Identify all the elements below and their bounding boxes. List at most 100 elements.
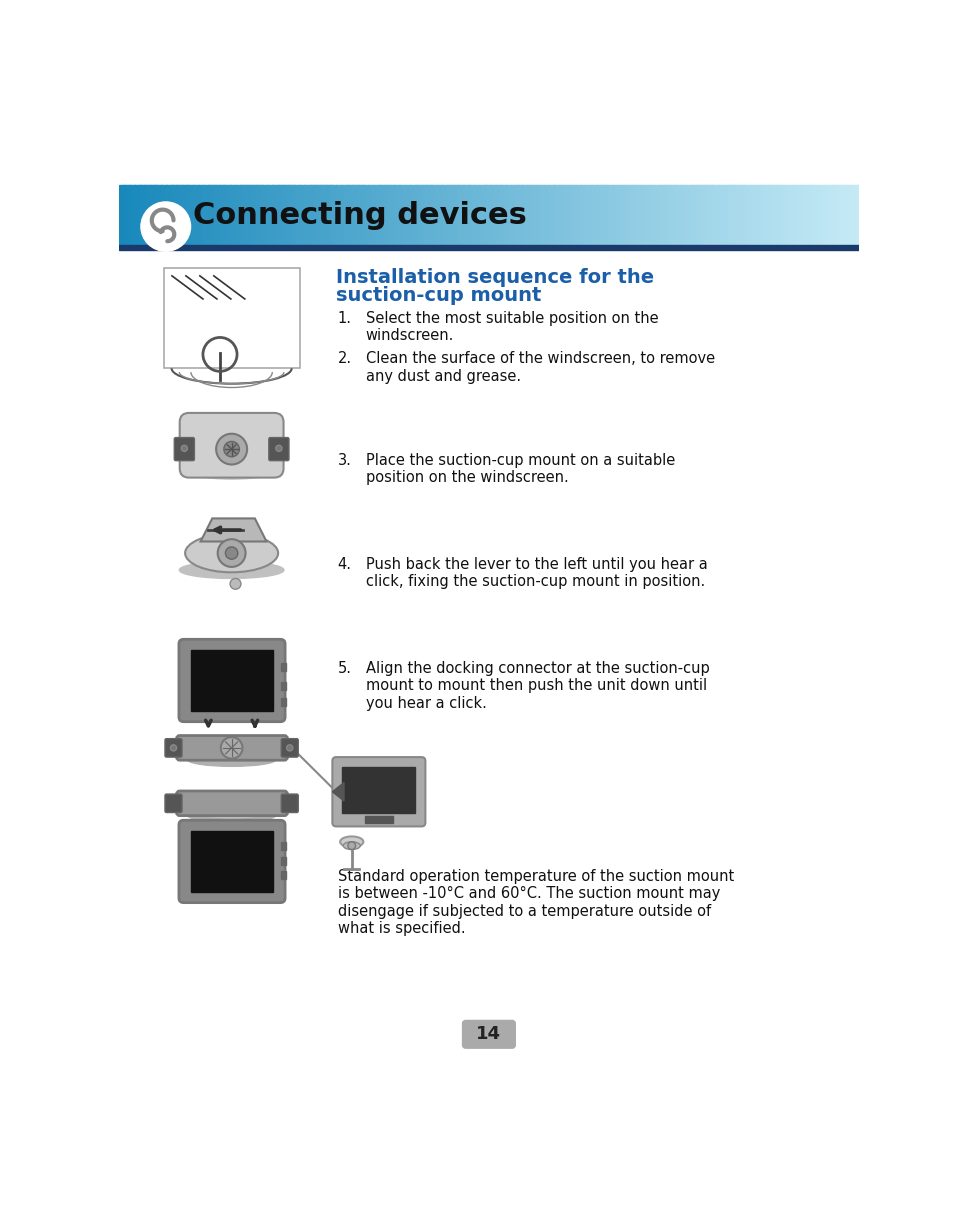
Bar	[836, 185, 839, 245]
Bar	[779, 185, 782, 245]
Bar	[720, 185, 723, 245]
Bar	[850, 185, 854, 245]
Bar	[276, 185, 280, 245]
Bar	[811, 185, 814, 245]
Bar	[370, 185, 374, 245]
Bar	[220, 185, 223, 245]
Bar	[217, 185, 221, 245]
Bar	[651, 185, 654, 245]
Bar	[786, 185, 789, 245]
Text: 3.: 3.	[337, 453, 352, 467]
Circle shape	[218, 796, 220, 798]
Bar	[415, 185, 417, 245]
Bar	[525, 185, 529, 245]
Bar	[528, 185, 531, 245]
Bar	[654, 185, 657, 245]
Bar	[553, 185, 556, 245]
Bar	[639, 185, 641, 245]
Bar	[777, 185, 780, 245]
Bar	[685, 185, 689, 245]
FancyBboxPatch shape	[165, 738, 182, 757]
Text: Standard operation temperature of the suction mount
is between -10°C and 60°C. T: Standard operation temperature of the su…	[337, 869, 733, 936]
Bar	[735, 185, 738, 245]
Bar	[781, 185, 784, 245]
Bar	[680, 185, 683, 245]
Bar	[400, 185, 403, 245]
Bar	[301, 185, 305, 245]
Circle shape	[231, 796, 233, 798]
Bar	[395, 185, 398, 245]
Ellipse shape	[181, 458, 282, 480]
Bar	[144, 185, 147, 245]
Bar	[133, 185, 137, 245]
Bar	[412, 185, 416, 245]
Bar	[540, 185, 543, 245]
Bar	[287, 185, 290, 245]
Bar	[158, 185, 162, 245]
Bar	[646, 185, 649, 245]
Bar	[432, 185, 435, 245]
Bar	[838, 185, 841, 245]
Bar	[397, 185, 400, 245]
Bar	[825, 185, 829, 245]
Bar	[833, 185, 837, 245]
Circle shape	[141, 202, 191, 251]
Bar	[764, 185, 767, 245]
Bar	[511, 185, 514, 245]
Bar	[808, 185, 812, 245]
Bar	[558, 185, 560, 245]
Bar	[752, 185, 755, 245]
Bar	[309, 185, 312, 245]
Text: 2.: 2.	[337, 352, 352, 366]
Bar	[410, 185, 413, 245]
Bar	[595, 185, 598, 245]
Bar	[665, 185, 669, 245]
Bar	[436, 185, 440, 245]
Bar	[831, 185, 834, 245]
Ellipse shape	[187, 807, 276, 823]
Bar	[631, 185, 635, 245]
Bar	[161, 185, 164, 245]
Circle shape	[348, 842, 355, 849]
Bar	[584, 185, 588, 245]
Ellipse shape	[187, 753, 276, 766]
Bar	[469, 185, 472, 245]
Circle shape	[225, 547, 237, 559]
Bar	[575, 185, 578, 245]
Bar	[562, 185, 565, 245]
Bar	[498, 185, 501, 245]
Bar	[727, 185, 730, 245]
Bar	[609, 185, 612, 245]
Bar	[289, 185, 293, 245]
Bar	[215, 185, 218, 245]
Bar	[700, 185, 703, 245]
Bar	[247, 185, 251, 245]
Bar	[178, 185, 181, 245]
Bar	[550, 185, 553, 245]
Bar	[173, 185, 176, 245]
Bar	[572, 185, 576, 245]
Bar	[139, 185, 142, 245]
Bar	[710, 185, 713, 245]
Bar	[329, 185, 332, 245]
Bar	[195, 185, 198, 245]
Bar	[718, 185, 720, 245]
Bar	[496, 185, 499, 245]
Circle shape	[275, 446, 282, 452]
Bar	[294, 185, 297, 245]
Bar	[841, 185, 843, 245]
Bar	[624, 185, 627, 245]
Bar	[794, 185, 797, 245]
Bar	[205, 185, 209, 245]
Bar	[471, 185, 475, 245]
Bar	[537, 185, 541, 245]
Text: suction-cup mount: suction-cup mount	[335, 286, 541, 304]
Bar	[166, 185, 169, 245]
Bar	[796, 185, 800, 245]
Circle shape	[206, 796, 208, 798]
Bar	[439, 185, 442, 245]
Bar	[122, 185, 125, 245]
Bar	[146, 185, 150, 245]
Bar	[365, 185, 369, 245]
Bar	[732, 185, 736, 245]
